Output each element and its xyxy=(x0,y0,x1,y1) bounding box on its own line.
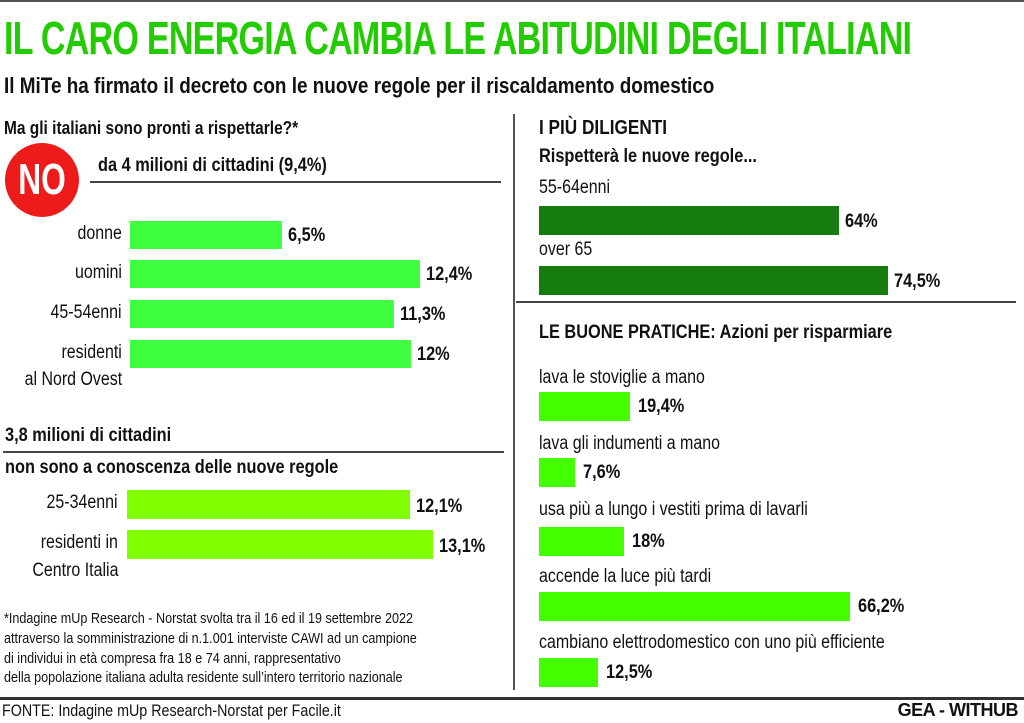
bar-category-label: donne xyxy=(77,223,122,244)
bar xyxy=(130,300,395,328)
practices-subtitle: Azioni per risparmiare xyxy=(719,322,893,343)
no-heading-rule xyxy=(90,181,501,183)
bar-category-label: over 65 xyxy=(539,239,593,260)
unaware-heading-2: non sono a conoscenza delle nuove regole xyxy=(5,457,339,478)
bar-value-label: 13,1% xyxy=(439,536,486,557)
bar xyxy=(539,392,631,421)
page-subtitle: Il MiTe ha firmato il decreto con le nuo… xyxy=(4,73,715,98)
diligent-title: I PIÙ DILIGENTI xyxy=(539,117,668,139)
bar-value-label: 12% xyxy=(416,344,450,365)
bar-category-label: uomini xyxy=(74,262,122,283)
column-divider xyxy=(513,114,515,690)
bar-value-label: 74,5% xyxy=(894,271,941,292)
bar xyxy=(130,221,283,249)
no-badge: NO xyxy=(5,143,79,217)
bar-value-label: 12,1% xyxy=(415,496,462,517)
bar-category-label: cambiano elettrodomestico con uno più ef… xyxy=(539,632,885,653)
no-badge-text: NO xyxy=(18,155,66,204)
footnote-line-3: di individui in età compresa fra 18 e 74… xyxy=(4,650,341,667)
bar-category-label: 55-64enni xyxy=(539,177,611,198)
bar xyxy=(127,490,410,519)
footnote-line-4: della popolazione italiana adulta reside… xyxy=(4,669,403,686)
practices-title: LE BUONE PRATICHE: xyxy=(539,322,716,343)
bar-category-label: usa più a lungo i vestiti prima di lavar… xyxy=(539,499,808,520)
bar xyxy=(127,530,433,559)
bar-category-label: Centro Italia xyxy=(31,560,118,581)
top-border xyxy=(0,0,1024,2)
bar xyxy=(539,592,850,621)
bar xyxy=(130,340,411,368)
footer-rule xyxy=(0,697,1024,700)
bar-value-label: 19,4% xyxy=(638,396,685,417)
question-heading: Ma gli italiani sono pronti a rispettarl… xyxy=(4,118,299,138)
bar-value-label: 6,5% xyxy=(288,225,326,246)
page-title: IL CARO ENERGIA CAMBIA LE ABITUDINI DEGL… xyxy=(4,12,912,64)
diligent-subtitle: Rispetterà le nuove regole... xyxy=(539,146,757,167)
bar-value-label: 66,2% xyxy=(858,596,905,617)
no-heading: da 4 milioni di cittadini (9,4%) xyxy=(98,155,327,176)
bar xyxy=(539,658,598,687)
practices-heading: LE BUONE PRATICHE: Azioni per risparmiar… xyxy=(539,321,892,345)
bar-category-label: residenti in xyxy=(40,532,118,553)
source-text: FONTE: Indagine mUp Research-Norstat per… xyxy=(2,701,341,720)
bar-category-label: lava le stoviglie a mano xyxy=(539,367,705,388)
unaware-heading-1: 3,8 milioni di cittadini xyxy=(5,425,172,446)
bar-value-label: 11,3% xyxy=(400,304,446,325)
brand-logo: GEA - WITHUB xyxy=(897,700,1019,720)
footnote-line-2: attraverso la somministrazione di n.1.00… xyxy=(4,630,417,647)
unaware-heading-rule xyxy=(3,451,504,453)
footnote-line-1: *Indagine mUp Research - Norstat svolta … xyxy=(4,610,414,627)
bar xyxy=(130,260,420,288)
bar-category-label: lava gli indumenti a mano xyxy=(539,433,720,454)
bar-category-label: al Nord Ovest xyxy=(24,369,122,390)
bar-value-label: 7,6% xyxy=(582,462,620,483)
bar-value-label: 18% xyxy=(631,531,665,552)
bar xyxy=(539,458,575,487)
bar-category-label: residenti xyxy=(61,342,122,363)
bar-category-label: 25-34enni xyxy=(46,492,118,513)
bar xyxy=(539,527,624,556)
bar xyxy=(539,266,889,295)
bar-value-label: 12,5% xyxy=(605,662,653,683)
bar-category-label: 45-54enni xyxy=(50,302,122,323)
bar xyxy=(539,206,839,235)
right-section-rule xyxy=(516,301,1016,303)
bar-value-label: 64% xyxy=(845,211,878,232)
bar-category-label: accende la luce più tardi xyxy=(539,566,712,587)
bar-value-label: 12,4% xyxy=(426,264,473,285)
